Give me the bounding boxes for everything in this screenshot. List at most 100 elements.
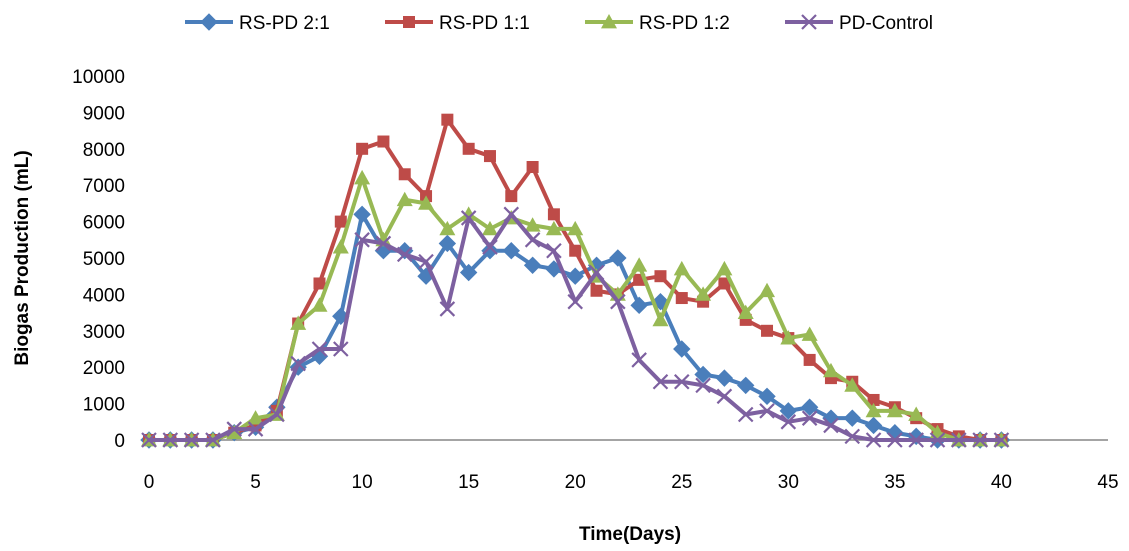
data-point-rs-pd-2-1 [694,365,712,384]
y-tick-label: 2000 [83,358,125,379]
x-tick-label: 40 [991,472,1012,493]
data-point-rs-pd-2-1 [523,256,542,274]
data-point-rs-pd-2-1 [715,369,734,387]
x-tick-label: 20 [565,472,586,493]
data-point-pd-control [503,206,520,223]
data-point-rs-pd-1-2 [652,311,669,327]
data-point-pd-control [823,417,839,434]
data-point-rs-pd-1-2 [226,424,243,440]
legend-marker [801,14,817,30]
y-tick-labels: 0 1000 2000 3000 4000 5000 6000 7000 8000 9000 100… [72,67,125,452]
data-point-rs-pd-1-2 [908,406,925,421]
data-point-rs-pd-1-2 [290,315,307,330]
data-point-rs-pd-2-1 [502,242,520,260]
data-point-rs-pd-1-1 [249,419,262,432]
data-point-rs-pd-1-2 [780,330,797,345]
y-tick-label: 4000 [83,285,125,306]
data-point-pd-control [865,432,882,448]
x-tick-labels: 0 5 10 15 20 25 30 35 40 45 [144,472,1119,493]
data-point-pd-control [333,341,349,357]
data-point-rs-pd-1-1 [590,284,603,297]
data-point-pd-control [780,414,797,430]
data-point-pd-control [482,239,498,255]
data-point-rs-pd-1-2 [524,217,541,232]
data-point-pd-control [972,432,988,448]
data-point-rs-pd-1-1 [718,277,731,290]
legend-marker [403,16,415,28]
data-point-rs-pd-2-1 [438,234,457,253]
data-point-rs-pd-1-1 [483,150,496,163]
data-point-rs-pd-1-1 [675,292,688,305]
data-point-pd-control [396,246,413,263]
data-point-rs-pd-2-1 [353,205,371,224]
data-point-rs-pd-1-2 [481,220,498,236]
data-point-pd-control [311,341,328,357]
data-point-rs-pd-1-1 [505,190,518,203]
x-tick-label: 10 [352,472,373,493]
data-point-pd-control [908,432,924,448]
series-pd-control [141,206,1010,448]
data-point-rs-pd-1-1 [569,244,582,257]
data-point-pd-control [801,410,818,426]
data-point-rs-pd-1-2 [439,220,456,236]
data-point-rs-pd-1-2 [737,304,754,319]
legend-item-rs-pd-1-1: RS-PD 1:1 [385,13,530,34]
data-point-pd-control [269,406,285,423]
data-point-pd-control [844,428,861,445]
y-tick-label: 6000 [83,213,125,234]
data-point-rs-pd-2-1 [758,387,776,406]
data-point-rs-pd-1-1 [462,142,475,155]
data-point-pd-control [205,432,221,448]
data-point-rs-pd-1-2 [418,195,435,210]
data-point-pd-control [354,232,370,248]
data-point-rs-pd-2-1 [864,416,883,435]
data-point-rs-pd-2-1 [843,409,861,427]
data-point-pd-control [460,210,477,226]
data-point-rs-pd-2-1 [459,263,478,282]
data-point-rs-pd-1-2 [801,326,818,341]
legend-marker [601,14,617,29]
data-point-rs-pd-1-2 [673,260,690,276]
y-tick-label: 9000 [83,103,125,124]
data-point-rs-pd-2-1 [630,296,648,315]
data-point-rs-pd-1-2 [822,362,839,378]
data-point-pd-control [716,388,733,405]
data-point-rs-pd-1-2 [247,410,264,425]
data-point-rs-pd-1-1 [761,324,774,337]
data-point-rs-pd-1-2 [695,286,712,301]
data-point-pd-control [439,301,456,317]
data-point-pd-control [141,432,157,448]
data-point-pd-control [247,421,264,437]
y-tick-label: 0 [114,431,125,452]
data-point-pd-control [567,293,583,310]
x-axis-title: Time(Days) [579,524,681,545]
data-point-rs-pd-1-1 [398,168,411,181]
data-point-pd-control [993,432,1010,448]
legend-item-rs-pd-1-2: RS-PD 1:2 [585,13,730,34]
data-point-pd-control [183,432,200,448]
data-point-rs-pd-1-1 [441,113,454,126]
data-point-rs-pd-1-1 [654,270,667,283]
data-point-rs-pd-1-2 [332,239,349,254]
data-point-rs-pd-1-2 [865,402,882,418]
data-point-pd-control [226,421,243,437]
data-point-pd-control [674,373,690,390]
data-point-pd-control [290,355,306,372]
x-tick-label: 30 [778,472,799,493]
legend-label: RS-PD 1:1 [439,13,530,34]
data-point-rs-pd-1-1 [547,208,560,221]
data-point-rs-pd-2-1 [609,249,627,267]
data-point-pd-control [737,406,754,423]
data-point-rs-pd-2-1 [737,376,755,395]
data-point-pd-control [652,373,669,390]
y-tick-label: 5000 [83,249,125,270]
data-point-rs-pd-1-2 [886,402,903,418]
data-point-pd-control [610,293,626,310]
data-point-rs-pd-1-2 [759,282,776,298]
data-point-pd-control [524,232,541,248]
legend-label: RS-PD 1:2 [639,13,730,34]
data-point-rs-pd-1-1 [356,142,369,155]
x-tick-label: 15 [458,472,479,493]
data-point-rs-pd-1-2 [631,257,648,272]
